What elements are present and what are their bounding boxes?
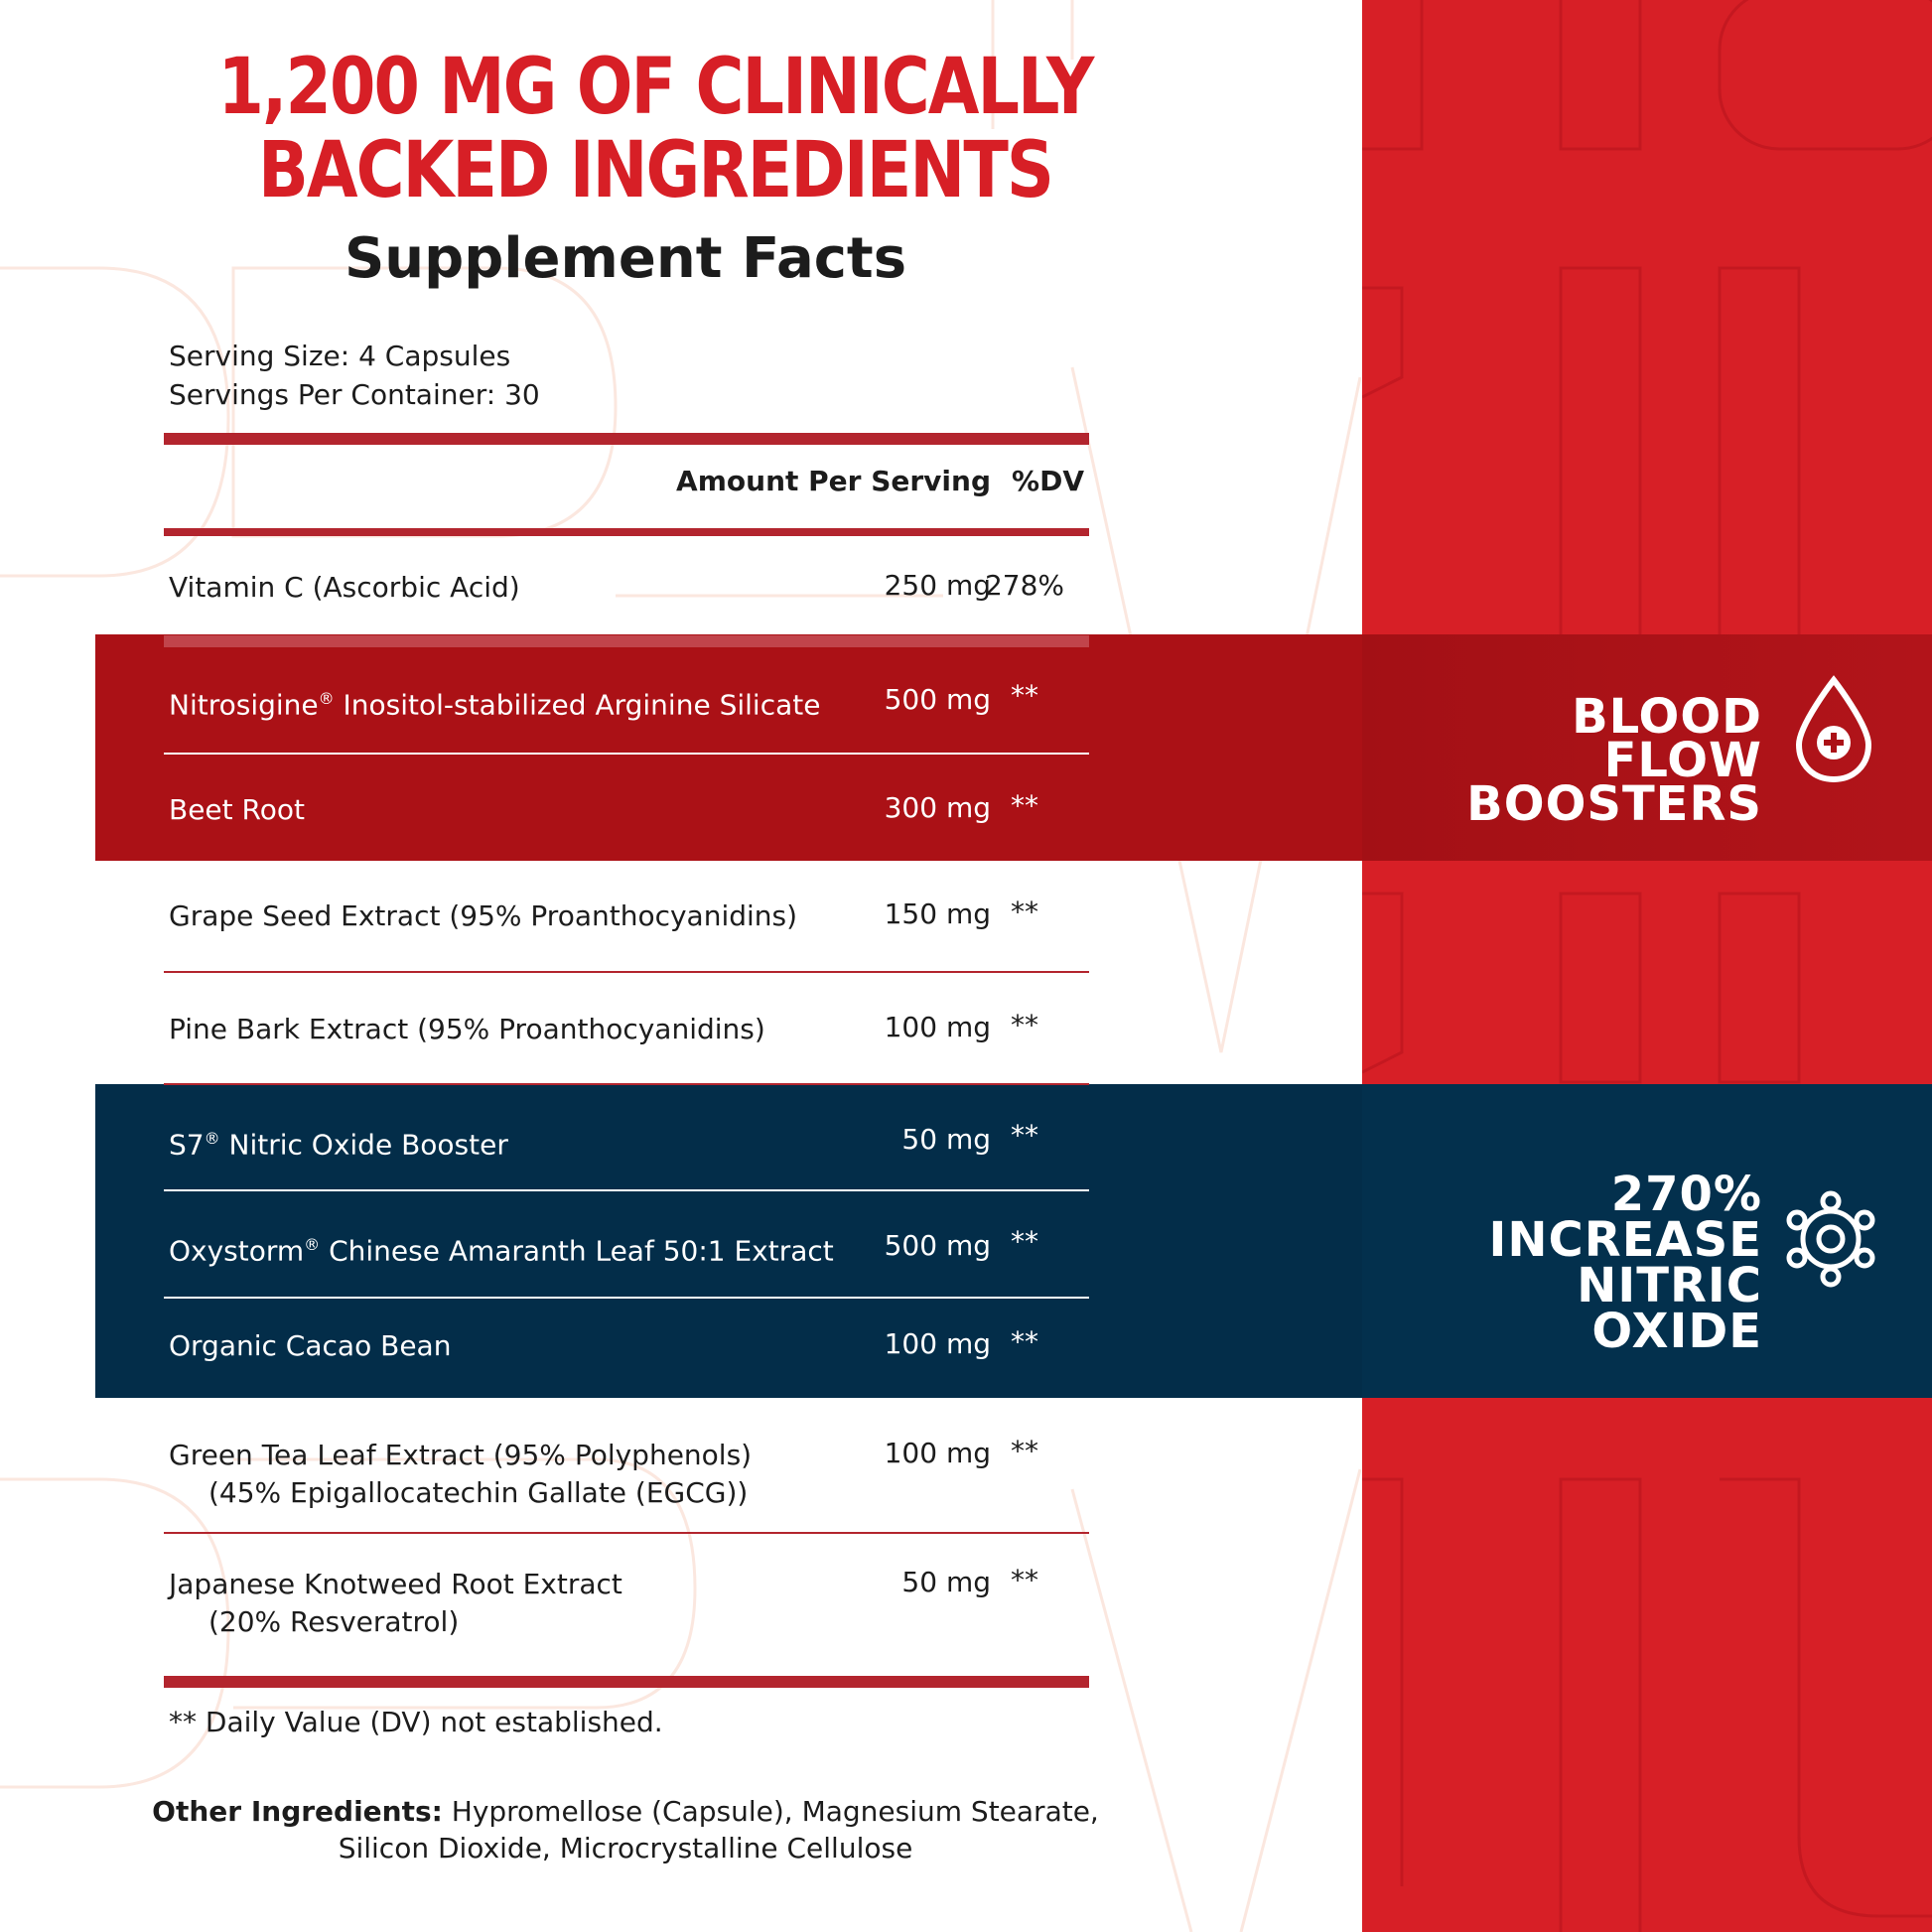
ingredient-name: Organic Cacao Bean xyxy=(169,1329,452,1362)
ingredient-name-rest: Nitric Oxide Booster xyxy=(219,1128,508,1162)
ingredient-dv: ** xyxy=(1011,1325,1038,1358)
ingredient-dv: 278% xyxy=(984,569,1065,602)
amount-per-serving-header: Amount Per Serving xyxy=(676,465,991,497)
ingredient-name-line-1: Green Tea Leaf Extract (95% Polyphenols) xyxy=(169,1439,753,1471)
row-divider xyxy=(164,1532,1089,1534)
ingredient-name-text: S7 xyxy=(169,1128,205,1162)
nitric-oxide-callout: 270% INCREASE NITRIC OXIDE xyxy=(1390,1167,1762,1359)
registered-mark: ® xyxy=(204,1129,220,1148)
ingredient-dv: ** xyxy=(1011,679,1038,712)
ingredient-name: Vitamin C (Ascorbic Acid) xyxy=(169,571,520,604)
ingredient-amount: 100 mg xyxy=(884,1011,991,1043)
right-red-panel xyxy=(1362,0,1932,1932)
registered-mark: ® xyxy=(304,1235,321,1254)
nitric-oxide-callout-panel xyxy=(1362,1084,1932,1398)
ingredient-dv: ** xyxy=(1011,789,1038,822)
row-divider xyxy=(164,1083,1089,1085)
row-divider xyxy=(164,753,1089,755)
other-ingredients-label: Other Ingredients: xyxy=(152,1795,443,1828)
ingredient-dv: ** xyxy=(1011,1564,1038,1596)
ingredient-name: Nitrosigine® Inositol-stabilized Arginin… xyxy=(169,680,820,724)
molecule-icon xyxy=(1786,1190,1875,1288)
ingredient-dv: ** xyxy=(1011,1435,1038,1467)
ingredient-name-rest: Inositol-stabilized Arginine Silicate xyxy=(334,688,821,722)
nitric-oxide-line-2: INCREASE xyxy=(1488,1212,1762,1268)
ingredient-name: Beet Root xyxy=(169,793,305,826)
ingredient-name: Japanese Knotweed Root Extract (20% Resv… xyxy=(169,1566,622,1641)
supplement-facts-title: Supplement Facts xyxy=(344,226,907,291)
daily-value-note: ** Daily Value (DV) not established. xyxy=(169,1706,663,1738)
ingredient-name: Oxystorm® Chinese Amaranth Leaf 50:1 Ext… xyxy=(169,1226,834,1270)
headline: 1,200 MG OF CLINICALLY BACKED INGREDIENT… xyxy=(109,46,1201,212)
row-divider xyxy=(164,1189,1089,1191)
thick-rule-bottom xyxy=(164,1676,1089,1688)
servings-per-container: Servings Per Container: 30 xyxy=(169,378,540,411)
ingredient-dv: ** xyxy=(1011,896,1038,928)
ingredient-amount: 500 mg xyxy=(884,1229,991,1262)
ingredient-dv: ** xyxy=(1011,1009,1038,1041)
ingredient-dv: ** xyxy=(1011,1119,1038,1152)
ingredient-name-rest: Chinese Amaranth Leaf 50:1 Extract xyxy=(320,1234,834,1268)
header-rule xyxy=(164,528,1089,536)
ingredient-name: Grape Seed Extract (95% Proanthocyanidin… xyxy=(169,899,798,932)
ingredient-amount: 150 mg xyxy=(884,897,991,930)
ingredient-amount: 50 mg xyxy=(901,1566,991,1598)
other-ingredients: Other Ingredients: Hypromellose (Capsule… xyxy=(139,1793,1112,1866)
blood-flow-line-1: BLOOD FLOW xyxy=(1572,689,1762,788)
blood-flow-line-2: BOOSTERS xyxy=(1466,776,1762,832)
ingredient-name-line-2: (45% Epigallocatechin Gallate (EGCG)) xyxy=(208,1476,749,1509)
ingredient-amount: 500 mg xyxy=(884,683,991,716)
thick-rule-top xyxy=(164,433,1089,445)
row-divider xyxy=(164,635,1089,647)
blood-drop-plus-icon xyxy=(1795,675,1872,783)
ingredient-amount: 100 mg xyxy=(884,1437,991,1469)
right-panel-pattern xyxy=(1362,0,1932,1932)
serving-size: Serving Size: 4 Capsules xyxy=(169,340,511,372)
other-ingredients-text: Hypromellose (Capsule), Magnesium Steara… xyxy=(338,1795,1099,1864)
ingredient-name-text: Nitrosigine xyxy=(169,688,319,722)
nitric-oxide-line-1: 270% xyxy=(1610,1167,1762,1222)
registered-mark: ® xyxy=(318,689,335,708)
ingredient-name: Pine Bark Extract (95% Proanthocyanidins… xyxy=(169,1013,765,1045)
ingredient-amount: 50 mg xyxy=(901,1123,991,1156)
ingredient-name-line-2: (20% Resveratrol) xyxy=(208,1605,460,1638)
row-divider xyxy=(164,971,1089,973)
ingredient-name: Green Tea Leaf Extract (95% Polyphenols)… xyxy=(169,1437,752,1512)
headline-line-1: 1,200 MG OF CLINICALLY xyxy=(217,43,1095,132)
ingredient-amount: 300 mg xyxy=(884,791,991,824)
ingredient-amount: 100 mg xyxy=(884,1327,991,1360)
ingredient-name: S7® Nitric Oxide Booster xyxy=(169,1120,508,1164)
ingredient-name-line-1: Japanese Knotweed Root Extract xyxy=(169,1568,622,1600)
ingredient-name-text: Oxystorm xyxy=(169,1234,305,1268)
row-divider xyxy=(164,1297,1089,1299)
nitric-oxide-line-3: NITRIC OXIDE xyxy=(1577,1258,1762,1359)
dv-header: %DV xyxy=(1012,465,1084,497)
blood-flow-callout: BLOOD FLOW BOOSTERS xyxy=(1410,689,1762,832)
ingredient-amount: 250 mg xyxy=(884,569,991,602)
headline-line-2: BACKED INGREDIENTS xyxy=(257,126,1054,215)
ingredient-dv: ** xyxy=(1011,1225,1038,1258)
